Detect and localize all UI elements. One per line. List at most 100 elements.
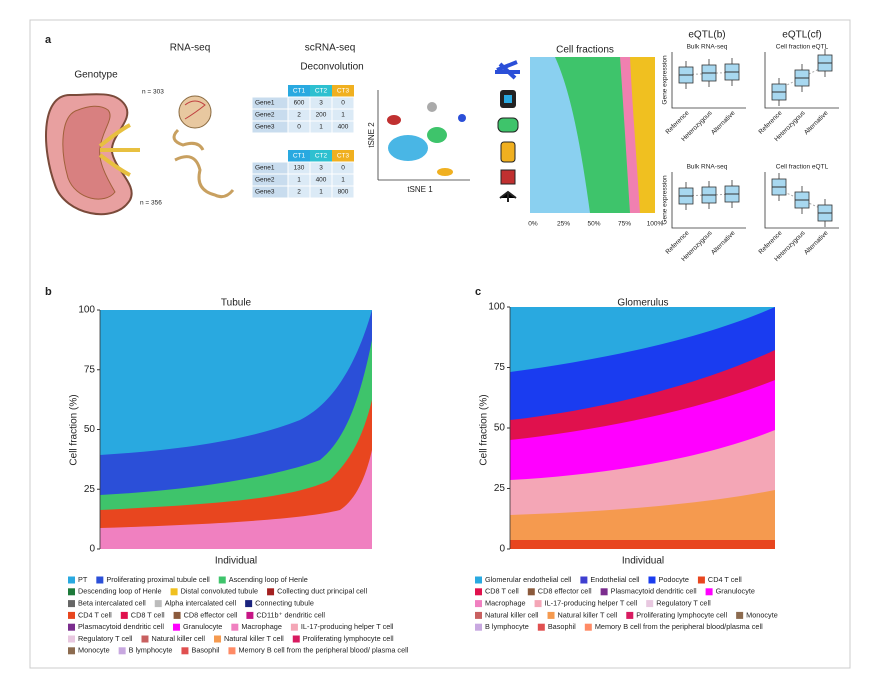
legend-swatch	[475, 600, 482, 608]
stacked-area-glomerulus	[510, 307, 775, 549]
legend-label: Basophil	[191, 646, 219, 655]
legend-swatch	[648, 576, 656, 584]
eqtl-cf-title: eQTL(cf)	[782, 30, 821, 41]
table-cell-text: 1	[319, 124, 323, 131]
legend-label: CD4 T cell	[708, 575, 742, 584]
legend-label: Proliferating lymphocyte cell	[303, 634, 394, 643]
legend-swatch	[120, 611, 128, 619]
table-header-cell	[288, 150, 310, 162]
legend-label: Natural killer T cell	[224, 634, 284, 643]
table-header-text: CT1	[293, 88, 306, 95]
legend-swatch	[172, 623, 180, 631]
legend-swatch	[292, 635, 300, 643]
legend-label: CD8 T cell	[485, 587, 519, 596]
legend-label: IL-17-producing helper T cell	[545, 599, 638, 608]
legend-label: Granulocyte	[183, 622, 222, 631]
x-tick-label: 75%	[618, 221, 631, 228]
legend-label: PT	[78, 575, 88, 584]
legend-label: Memory B cell from the peripheral blood/…	[238, 646, 408, 655]
scrna-seq-title: scRNA-seq	[305, 43, 356, 54]
legend-label: Memory B cell from the peripheral blood/…	[595, 622, 763, 631]
table-cell-text: Gene2	[255, 177, 275, 184]
legend-swatch	[475, 576, 482, 584]
y-axis-label: Cell fraction (%)	[69, 394, 80, 465]
x-tick-label: 25%	[557, 221, 570, 228]
tsne-x-label: tSNE 1	[407, 185, 433, 194]
table-header-cell	[332, 85, 354, 97]
legend-label: Monocyte	[746, 610, 778, 619]
x-axis-label: Individual	[622, 556, 664, 567]
legend-label: Connecting tubule	[255, 599, 314, 608]
gene-expression-label: Gene expression	[662, 55, 669, 105]
legend-swatch	[68, 647, 75, 655]
legend-swatch	[68, 611, 75, 619]
legend-swatch	[68, 600, 75, 608]
legend-swatch	[475, 611, 482, 619]
y-tick-label: 75	[84, 364, 96, 375]
tsne-y-label: tSNE 2	[367, 122, 376, 148]
legend-swatch	[534, 600, 542, 608]
eqtl-b-title: eQTL(b)	[688, 30, 725, 41]
table-cell-text: 200	[316, 112, 327, 119]
legend-label: Macrophage	[485, 599, 526, 608]
legend-label: Regulatory T cell	[78, 634, 133, 643]
legend-label: Natural killer cell	[151, 634, 205, 643]
legend-label: CD8 T cell	[131, 610, 165, 619]
legend-label: Proliferating lymphocyte cell	[636, 610, 727, 619]
legend-label: Beta intercalated cell	[78, 599, 146, 608]
table-cell-text: 3	[319, 100, 323, 107]
genotype-label: Alternative	[803, 109, 830, 136]
stacked-area-tubule	[100, 310, 372, 549]
legend-swatch	[475, 623, 482, 631]
legend-swatch	[527, 588, 535, 596]
y-tick-label: 25	[494, 483, 506, 494]
legend-label: CD8 effector cell	[184, 610, 238, 619]
legend-label: Regulatory T cell	[656, 599, 711, 608]
y-tick-label: 0	[89, 544, 95, 555]
table-header-cell	[332, 150, 354, 162]
n-label: n = 303	[142, 89, 164, 96]
axes	[764, 172, 839, 229]
legend-swatch	[626, 611, 634, 619]
table-header-text: CT2	[315, 153, 328, 160]
legend-swatch	[68, 623, 75, 631]
legend-swatch	[228, 647, 236, 655]
legend-label: Collecting duct principal cell	[277, 587, 367, 596]
table-cell	[331, 185, 355, 199]
y-tick-label: 50	[494, 423, 506, 434]
legend-swatch	[600, 588, 608, 596]
legend-label: CD11b⁺ dendritic cell	[256, 610, 325, 619]
legend-swatch	[475, 588, 482, 596]
legend-label: Monocyte	[78, 646, 110, 655]
legend-label: Alpha intercalated cell	[165, 599, 237, 608]
genotype-label: Alternative	[803, 229, 830, 256]
legend-swatch	[154, 600, 162, 608]
table-cell-text: 130	[294, 165, 305, 172]
table-cell-text: 400	[338, 124, 349, 131]
axes	[671, 52, 746, 109]
x-tick-label: 0%	[528, 221, 538, 228]
legend-swatch	[580, 576, 588, 584]
legend-label: Natural killer T cell	[558, 610, 618, 619]
legend-swatch	[547, 611, 555, 619]
table-header-text: CT2	[315, 88, 328, 95]
tubule-title: Tubule	[221, 298, 252, 309]
table-cell-text: 1	[319, 189, 323, 196]
genotype-label: Alternative	[710, 229, 737, 256]
kidney-illustration	[44, 93, 235, 216]
legend-label: Natural killer cell	[485, 610, 539, 619]
legend-swatch	[537, 623, 545, 631]
y-tick-label: 100	[488, 302, 505, 313]
table-cell-text: 800	[338, 189, 349, 196]
table-cell	[331, 120, 355, 134]
table-header-cell	[310, 150, 332, 162]
table-cell-text: 0	[297, 124, 301, 131]
panel-label: b	[45, 286, 52, 298]
tsne-plot	[377, 90, 470, 181]
legend-label: CD8 effector cell	[538, 587, 592, 596]
legend-swatch	[68, 635, 75, 643]
legend-label: IL-17-producing helper T cell	[301, 622, 394, 631]
legend-label: Endothelial cell	[590, 575, 639, 584]
y-tick-label: 25	[84, 484, 96, 495]
deconvolution-title: Deconvolution	[300, 62, 363, 73]
